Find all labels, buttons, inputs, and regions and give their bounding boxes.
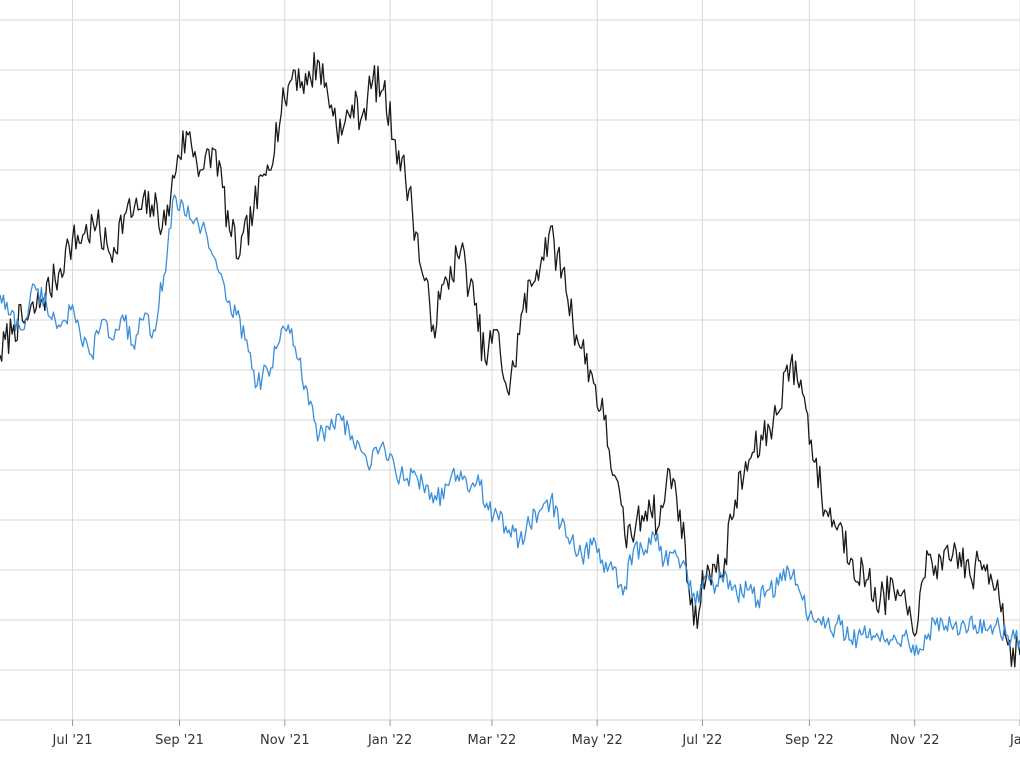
x-tick-label: Sep '22 xyxy=(785,733,834,748)
series-line-1 xyxy=(0,52,1020,668)
x-tick-label: Jul '21 xyxy=(52,733,93,748)
x-tick-label: Nov '22 xyxy=(890,733,940,748)
x-tick-label: Jul '22 xyxy=(681,733,722,748)
chart-grid xyxy=(0,0,1020,720)
x-tick-label: Mar '22 xyxy=(468,733,517,748)
x-axis: Jul '21 Sep '21 Nov '21 Jan '22 Mar '22 May '… xyxy=(0,719,1020,748)
series-line-2 xyxy=(0,194,1020,657)
x-tick-label: Jan '22 xyxy=(367,733,412,748)
x-tick-label: Jan xyxy=(1009,733,1020,748)
x-tick-label: Sep '21 xyxy=(155,733,204,748)
chart-series xyxy=(0,52,1020,668)
x-tick-label: May '22 xyxy=(572,733,623,748)
x-tick-label: Nov '21 xyxy=(260,733,310,748)
